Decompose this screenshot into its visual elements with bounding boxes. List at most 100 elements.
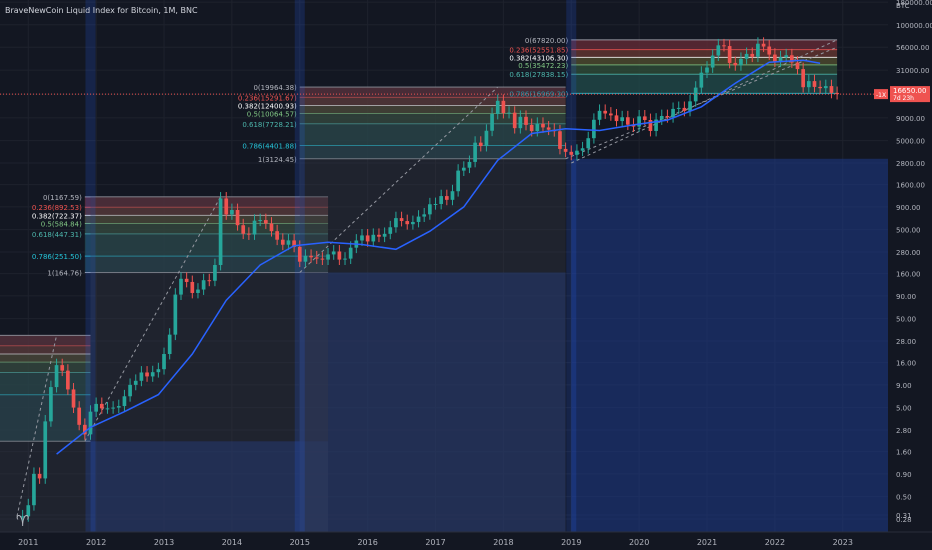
cycle-marker	[566, 0, 577, 532]
fib-zone	[571, 39, 838, 50]
fib-zone	[299, 97, 566, 106]
candle-body	[444, 196, 449, 200]
candle-body	[773, 54, 777, 62]
fib-zone	[0, 353, 91, 363]
candle-body	[756, 43, 760, 57]
candle-body	[829, 86, 834, 93]
fib-zone	[571, 74, 838, 94]
cycle-marker	[85, 0, 96, 532]
y-tick-label: 2800.00	[896, 160, 925, 168]
x-tick-label: 2015	[290, 538, 310, 547]
candle-body	[201, 280, 206, 290]
candle-body	[473, 142, 477, 162]
candle-body	[196, 289, 200, 293]
fib-level-label: 0(67820.00)	[525, 37, 569, 45]
candle-body	[156, 369, 161, 373]
candle-body	[49, 387, 53, 422]
fib-level-label: 0.618(27838.15)	[509, 71, 568, 79]
x-tick-label: 2011	[18, 538, 38, 547]
candle-body	[145, 372, 149, 377]
fib-level-label: 0.236(892.53)	[32, 204, 82, 212]
candle-body	[671, 108, 675, 118]
candle-body	[399, 218, 404, 222]
candle-body	[405, 221, 410, 225]
candle-body	[603, 110, 608, 114]
candle-body	[648, 119, 653, 131]
candle-body	[309, 255, 313, 258]
candle-body	[818, 86, 822, 89]
countdown-label: 7d 23h	[893, 95, 914, 102]
candle-body	[83, 424, 87, 435]
y-tick-label: 50.00	[896, 316, 916, 324]
candle-body	[241, 225, 246, 234]
candle-body	[625, 117, 630, 125]
candle-body	[461, 167, 466, 171]
x-tick-label: 2013	[154, 538, 174, 547]
candle-body	[20, 516, 25, 518]
candle-body	[258, 220, 263, 222]
y-tick-label: 9.00	[896, 382, 912, 390]
y-tick-label: 90.00	[896, 293, 916, 301]
candle-body	[428, 204, 432, 215]
candle-body	[331, 251, 336, 255]
candle-body	[54, 365, 59, 388]
candle-body	[501, 100, 506, 114]
candle-body	[812, 81, 817, 87]
candle-body	[705, 67, 709, 73]
fib-level-label: 0.786(4401.88)	[242, 143, 297, 151]
candle-body	[580, 148, 585, 151]
y-tick-label: 0.31	[896, 512, 912, 520]
candle-body	[422, 214, 427, 217]
candle-body	[292, 240, 296, 247]
candle-body	[642, 116, 647, 120]
candle-body	[739, 58, 743, 66]
candle-body	[252, 220, 257, 235]
candle-body	[365, 235, 370, 242]
candle-body	[450, 191, 455, 200]
candle-body	[377, 234, 381, 237]
candle-body	[478, 142, 483, 147]
candle-body	[575, 150, 579, 155]
candle-body	[778, 57, 783, 62]
candle-body	[326, 254, 330, 260]
candle-body	[563, 148, 568, 152]
candle-body	[490, 113, 494, 131]
candle-body	[105, 408, 110, 410]
fib-zone	[84, 215, 329, 224]
trend-line	[565, 46, 838, 160]
y-tick-label: 0.90	[896, 471, 912, 479]
candle-body	[620, 117, 625, 122]
candle-body	[733, 62, 738, 66]
chart-title: BraveNewCoin Liquid Index for Bitcoin, 1…	[5, 6, 198, 15]
candle-body	[167, 334, 172, 355]
x-tick-label: 2019	[561, 538, 581, 547]
target-zone	[571, 158, 888, 532]
candle-body	[495, 100, 500, 114]
candle-body	[303, 255, 308, 262]
candle-body	[806, 81, 811, 88]
fib-zone	[299, 105, 566, 114]
fib-zone	[0, 335, 91, 346]
candle-body	[314, 257, 319, 259]
candle-body	[761, 43, 766, 47]
candle-body	[116, 406, 121, 408]
y-tick-label: 100000.00	[896, 22, 932, 30]
x-tick-label: 2017	[425, 538, 445, 547]
candle-body	[654, 119, 658, 131]
trend-line	[16, 335, 58, 517]
fib-level-label: 0.382(43106.30)	[509, 54, 568, 62]
y-tick-label: 0.28	[896, 516, 912, 524]
x-tick-label: 2022	[765, 538, 785, 547]
candle-body	[371, 234, 376, 242]
candle-body	[722, 45, 726, 47]
candle-body	[637, 116, 641, 127]
candle-body	[716, 45, 721, 56]
fib-zone	[571, 64, 838, 75]
x-tick-label: 2016	[357, 538, 377, 547]
candle-body	[512, 112, 517, 129]
candle-body	[693, 87, 698, 102]
candle-body	[784, 55, 789, 58]
candle-body	[710, 55, 715, 68]
candle-body	[37, 473, 42, 479]
